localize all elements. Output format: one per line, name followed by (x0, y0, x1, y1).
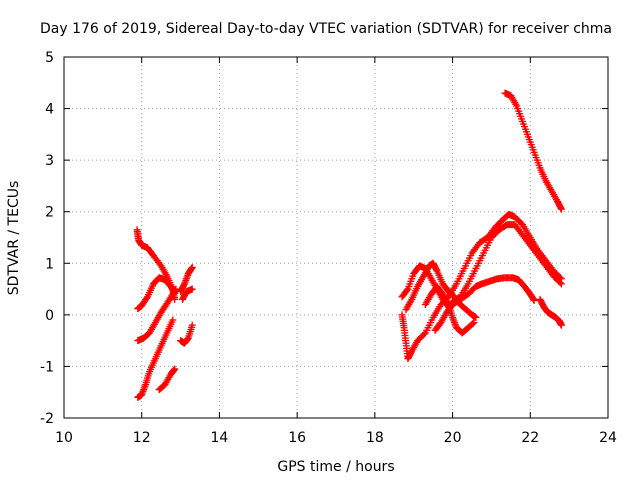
data-series-arc-n (501, 89, 565, 213)
y-tick-label: 1 (45, 256, 54, 272)
data-point (469, 319, 477, 327)
x-axis-label: GPS time / hours (277, 459, 394, 475)
data-point (470, 319, 478, 327)
data-point (556, 279, 564, 287)
data-series-arc-h (177, 321, 196, 347)
data-point (171, 365, 179, 373)
data-series-arc-k (402, 259, 480, 321)
data-series-arc-c (134, 285, 180, 345)
data-point (557, 205, 565, 213)
data-series-arc-m (431, 274, 538, 334)
data-series-arc-l (421, 282, 478, 337)
data-series-arc-g (179, 285, 196, 303)
data-point (143, 294, 151, 302)
data-point (188, 321, 196, 329)
x-tick-label: 10 (55, 430, 73, 446)
y-tick-label: 0 (45, 308, 54, 324)
data-point (188, 285, 196, 293)
data-point (472, 313, 480, 321)
chart-title: Day 176 of 2019, Sidereal Day-to-day VTE… (40, 21, 612, 37)
data-series-arc-b (134, 274, 179, 313)
data-point (169, 316, 177, 324)
data-series-arc-o (536, 295, 565, 329)
data-point (188, 263, 196, 271)
plot-frame (63, 56, 609, 419)
data-points (133, 89, 565, 401)
data-series-arc-f (177, 263, 196, 296)
data-point (403, 286, 411, 294)
x-tick-label: 12 (133, 430, 151, 446)
data-point (557, 280, 565, 288)
x-tick-label: 18 (366, 430, 384, 446)
data-series-arc-d (134, 316, 177, 401)
y-tick-label: 4 (45, 102, 54, 118)
y-axis-label: SDTVAR / TECUs (6, 181, 22, 296)
data-series-arc-e (155, 365, 179, 394)
data-point (172, 285, 180, 293)
y-tick-label: 3 (45, 153, 54, 169)
y-tick-label: 2 (45, 205, 54, 221)
x-tick-label: 24 (599, 430, 617, 446)
y-tick-label: -2 (40, 411, 54, 427)
y-tick-label: -1 (40, 359, 54, 375)
x-tick-label: 14 (211, 430, 229, 446)
data-point (420, 330, 428, 338)
x-tick-label: 20 (444, 430, 462, 446)
data-point (530, 296, 538, 304)
x-tick-label: 16 (288, 430, 306, 446)
x-tick-label: 22 (521, 430, 539, 446)
data-point (557, 321, 565, 329)
y-tick-label: 5 (45, 50, 54, 66)
